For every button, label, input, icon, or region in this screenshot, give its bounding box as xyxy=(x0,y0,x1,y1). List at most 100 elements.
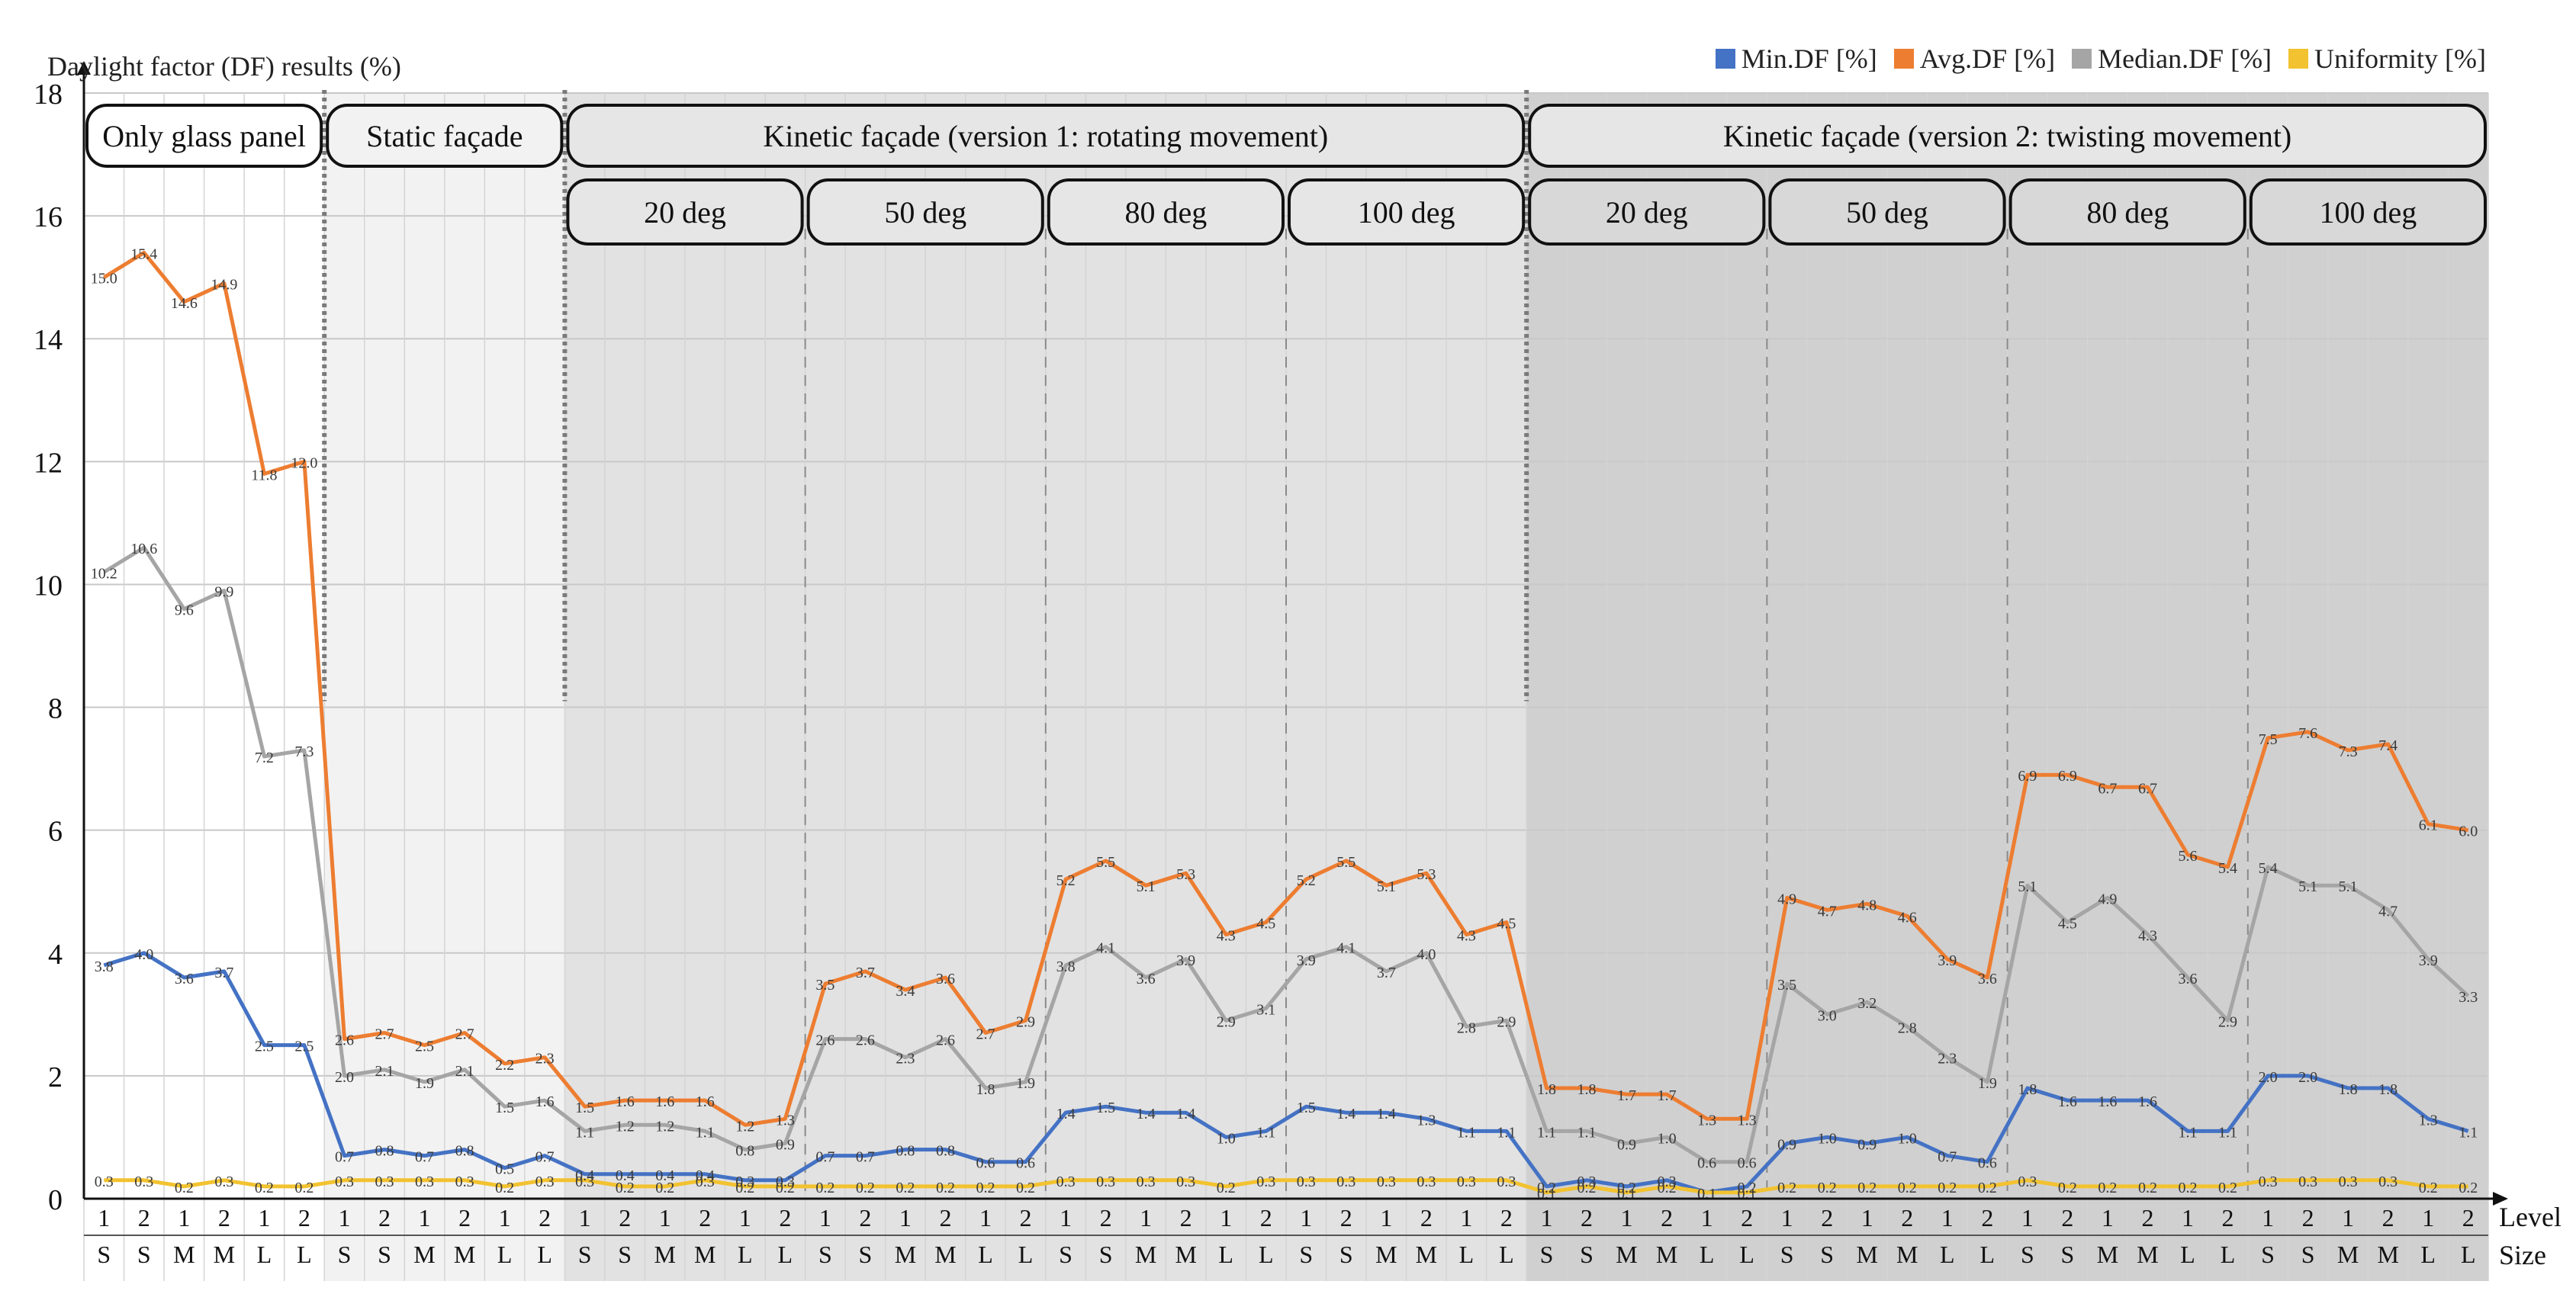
data-label: 0.1 xyxy=(1697,1186,1716,1202)
data-label: 7.6 xyxy=(2298,725,2317,742)
data-label: 0.7 xyxy=(335,1149,354,1166)
level-tick-label: 2 xyxy=(1260,1204,1272,1231)
data-label: 1.5 xyxy=(575,1100,594,1116)
data-label: 0.1 xyxy=(1617,1186,1636,1202)
level-tick-label: 1 xyxy=(499,1204,511,1231)
data-label: 0.3 xyxy=(2298,1174,2317,1190)
data-labels: 3.84.03.6 3.72.5 2.50.7 0.8 0.7 0.80.50.70.4 0… xyxy=(91,246,2478,1202)
data-label: 7.3 xyxy=(294,743,314,760)
data-label: 3.7 xyxy=(1377,965,1396,981)
data-label: 4.6 xyxy=(1898,909,1917,926)
size-tick-label: L xyxy=(1940,1241,1955,1268)
data-label: 2.2 xyxy=(495,1057,514,1074)
data-label: 0.2 xyxy=(1818,1180,1837,1196)
legend-label-avg: Avg.DF [%] xyxy=(1919,43,2056,74)
legend: Min.DF [%] Avg.DF [%] Median.DF [%] Unif… xyxy=(1715,43,2486,75)
y-tick-label: 10 xyxy=(34,570,63,602)
data-label: 1.5 xyxy=(1297,1100,1316,1116)
data-label: 0.4 xyxy=(655,1167,674,1184)
y-tick-label: 2 xyxy=(48,1061,63,1093)
data-label: 0.9 xyxy=(1777,1137,1796,1154)
data-label: 0.1 xyxy=(1738,1186,1757,1202)
data-label: 0.2 xyxy=(1016,1180,1035,1196)
sub-header-box xyxy=(1528,178,1766,246)
data-label: 1.1 xyxy=(696,1124,715,1141)
data-label: 1.2 xyxy=(735,1118,754,1135)
data-label: 0.3 xyxy=(335,1174,354,1190)
data-label: 0.2 xyxy=(1898,1180,1917,1196)
y-tick-label: 16 xyxy=(34,201,63,233)
data-label: 2.0 xyxy=(335,1069,354,1086)
size-tick-label: S xyxy=(1099,1241,1113,1268)
data-label: 0.3 xyxy=(415,1174,434,1190)
level-tick-label: 2 xyxy=(619,1204,631,1231)
data-label: 0.4 xyxy=(616,1167,635,1184)
data-label: 0.4 xyxy=(696,1167,715,1184)
size-tick-label: L xyxy=(537,1241,552,1268)
y-tick-label: 8 xyxy=(48,693,63,725)
data-label: 3.6 xyxy=(1137,971,1156,987)
data-label: 1.0 xyxy=(1818,1130,1837,1147)
data-label: 0.2 xyxy=(655,1180,674,1196)
size-tick-label: L xyxy=(2221,1241,2236,1268)
data-label: 1.8 xyxy=(1537,1081,1556,1098)
data-label: 0.2 xyxy=(616,1180,635,1196)
data-label: 2.1 xyxy=(455,1063,474,1080)
data-label: 0.2 xyxy=(1537,1180,1556,1196)
data-label: 0.3 xyxy=(95,1174,114,1190)
data-label: 2.3 xyxy=(1938,1051,1957,1068)
sub-header-label: 20 deg xyxy=(644,195,726,230)
data-label: 11.8 xyxy=(251,467,277,483)
group-header-box xyxy=(1528,104,2487,168)
level-tick-label: 1 xyxy=(1621,1204,1633,1231)
data-label: 0.2 xyxy=(1777,1180,1796,1196)
data-label: 5.3 xyxy=(1417,866,1436,883)
data-label: 3.9 xyxy=(2419,952,2438,969)
level-tick-label: 2 xyxy=(1981,1204,1993,1231)
axes: 0246810121416181S2S1M2M1L2L1S2S1M2M1L2L1… xyxy=(34,61,2562,1270)
data-label: 2.7 xyxy=(375,1026,394,1043)
group-header-label: Kinetic façade (version 1: rotating move… xyxy=(763,119,1328,153)
data-label: 1.4 xyxy=(1176,1106,1195,1122)
data-label: 4.5 xyxy=(1497,916,1516,933)
size-tick-label: M xyxy=(934,1241,956,1268)
size-tick-label: L xyxy=(297,1241,312,1268)
legend-item-median: Median.DF [%] xyxy=(2072,43,2272,75)
data-label: 1.0 xyxy=(1658,1130,1677,1147)
data-label: 3.0 xyxy=(1818,1007,1837,1024)
data-label: 6.0 xyxy=(2459,824,2478,840)
data-label: 1.1 xyxy=(2218,1124,2237,1141)
data-label: 3.7 xyxy=(214,965,233,981)
series-line-1 xyxy=(102,250,2469,1127)
level-tick-label: 1 xyxy=(2021,1204,2034,1231)
data-label: 10.6 xyxy=(130,541,157,557)
data-label: 2.0 xyxy=(2259,1069,2278,1086)
data-label: 0.3 xyxy=(1176,1174,1195,1190)
level-tick-label: 1 xyxy=(419,1204,431,1231)
y-tick-label: 4 xyxy=(48,939,63,971)
level-tick-label: 2 xyxy=(779,1204,791,1231)
data-label: 0.2 xyxy=(1738,1180,1757,1196)
x-axis-level-label: Level xyxy=(2499,1202,2562,1232)
data-label: 0.3 xyxy=(575,1174,594,1190)
data-label: 0.2 xyxy=(2058,1180,2077,1196)
level-tick-label: 2 xyxy=(1180,1204,1192,1231)
size-tick-label: L xyxy=(1459,1241,1475,1268)
data-label: 1.4 xyxy=(1336,1106,1356,1122)
size-tick-label: L xyxy=(2420,1241,2436,1268)
data-label: 14.9 xyxy=(211,277,237,294)
size-tick-label: L xyxy=(1259,1241,1274,1268)
data-label: 1.1 xyxy=(575,1124,594,1141)
data-label: 1.1 xyxy=(1256,1124,1275,1141)
data-label: 6.7 xyxy=(2098,780,2117,797)
y-tick-label: 0 xyxy=(48,1184,63,1216)
size-tick-label: S xyxy=(618,1241,632,1268)
data-label: 0.3 xyxy=(1297,1174,1316,1190)
data-label: 4.3 xyxy=(1457,928,1476,945)
level-tick-label: 2 xyxy=(539,1204,551,1231)
data-label: 4.5 xyxy=(2058,916,2077,933)
data-label: 4.0 xyxy=(134,946,153,963)
data-label: 1.6 xyxy=(535,1093,555,1110)
group-header-box xyxy=(326,104,564,168)
data-label: 2.8 xyxy=(1457,1019,1476,1036)
